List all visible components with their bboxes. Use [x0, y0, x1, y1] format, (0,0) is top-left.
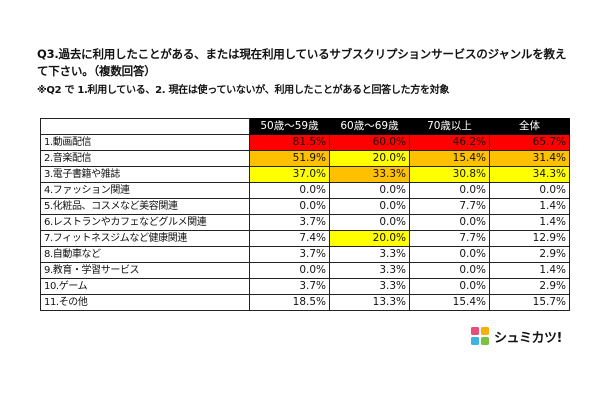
value-cell: 51.9%: [249, 150, 330, 167]
column-header: 60歳〜69歳: [329, 118, 410, 135]
table-row: 10.ゲーム 3.7% 3.3% 0.0% 2.9%: [40, 278, 570, 295]
value-cell: 20.0%: [329, 230, 410, 247]
value-cell: 1.4%: [489, 262, 570, 279]
value-cell: 0.0%: [409, 246, 490, 263]
table-body: 1.動画配信 81.5% 60.0% 46.2% 65.7% 2.音楽配信 51.9% 20.…: [40, 134, 570, 311]
value-cell: 15.4%: [409, 294, 490, 311]
table-row: 3.電子書籍や雑誌 37.0% 33.3% 30.8% 34.3%: [40, 166, 570, 183]
row-label: 9.教育・学習サービス: [40, 262, 250, 279]
value-cell: 0.0%: [329, 214, 410, 231]
header-corner: [40, 118, 250, 135]
value-cell: 1.4%: [489, 214, 570, 231]
table-row: 6.レストランやカフェなどグルメ関連 3.7% 0.0% 0.0% 1.4%: [40, 214, 570, 231]
value-cell: 0.0%: [249, 198, 330, 215]
table-row: 9.教育・学習サービス 0.0% 3.3% 0.0% 1.4%: [40, 262, 570, 279]
value-cell: 0.0%: [489, 182, 570, 199]
row-label: 2.音楽配信: [40, 150, 250, 167]
row-label: 1.動画配信: [40, 134, 250, 151]
value-cell: 0.0%: [409, 214, 490, 231]
value-cell: 2.9%: [489, 278, 570, 295]
table-row: 11.その他 18.5% 13.3% 15.4% 15.7%: [40, 294, 570, 311]
table-row: 4.ファッション関連 0.0% 0.0% 0.0% 0.0%: [40, 182, 570, 199]
table-row: 5.化粧品、コスメなど美容関連 0.0% 0.0% 7.7% 1.4%: [40, 198, 570, 215]
row-label: 6.レストランやカフェなどグルメ関連: [40, 214, 250, 231]
value-cell: 18.5%: [249, 294, 330, 311]
value-cell: 2.9%: [489, 246, 570, 263]
logo-text: シュミカツ!: [494, 330, 562, 346]
row-label: 8.自動車など: [40, 246, 250, 263]
column-header: 50歳〜59歳: [249, 118, 330, 135]
value-cell: 81.5%: [249, 134, 330, 151]
results-table: 50歳〜59歳 60歳〜69歳 70歳以上 全体 1.動画配信 81.5% 60.0…: [40, 118, 570, 311]
value-cell: 33.3%: [329, 166, 410, 183]
value-cell: 37.0%: [249, 166, 330, 183]
value-cell: 13.3%: [329, 294, 410, 311]
row-label: 4.ファッション関連: [40, 182, 250, 199]
table-row: 2.音楽配信 51.9% 20.0% 15.4% 31.4%: [40, 150, 570, 167]
question-title: Q3.過去に利用したことがある、または現在利用しているサブスクリプションサービス…: [37, 47, 567, 78]
table-row: 1.動画配信 81.5% 60.0% 46.2% 65.7%: [40, 134, 570, 151]
question-note: ※Q2 で 1.利用している、2. 現在は使っていないが、利用したことがあると回…: [37, 85, 450, 96]
table-row: 8.自動車など 3.7% 3.3% 0.0% 2.9%: [40, 246, 570, 263]
value-cell: 3.3%: [329, 278, 410, 295]
value-cell: 65.7%: [489, 134, 570, 151]
value-cell: 60.0%: [329, 134, 410, 151]
value-cell: 15.4%: [409, 150, 490, 167]
column-header: 全体: [489, 118, 570, 135]
value-cell: 0.0%: [409, 182, 490, 199]
table-row: 7.フィットネスジムなど健康関連 7.4% 20.0% 7.7% 12.9%: [40, 230, 570, 247]
value-cell: 0.0%: [249, 182, 330, 199]
value-cell: 0.0%: [409, 262, 490, 279]
value-cell: 3.3%: [329, 246, 410, 263]
value-cell: 3.7%: [249, 278, 330, 295]
value-cell: 3.7%: [249, 246, 330, 263]
value-cell: 0.0%: [329, 198, 410, 215]
value-cell: 7.4%: [249, 230, 330, 247]
value-cell: 0.0%: [249, 262, 330, 279]
value-cell: 7.7%: [409, 230, 490, 247]
value-cell: 46.2%: [409, 134, 490, 151]
row-label: 3.電子書籍や雑誌: [40, 166, 250, 183]
value-cell: 20.0%: [329, 150, 410, 167]
column-header: 70歳以上: [409, 118, 490, 135]
value-cell: 7.7%: [409, 198, 490, 215]
value-cell: 12.9%: [489, 230, 570, 247]
header-row: 50歳〜59歳 60歳〜69歳 70歳以上 全体: [40, 118, 570, 135]
value-cell: 1.4%: [489, 198, 570, 215]
value-cell: 0.0%: [329, 182, 410, 199]
row-label: 5.化粧品、コスメなど美容関連: [40, 198, 250, 215]
row-label: 10.ゲーム: [40, 278, 250, 295]
row-label: 11.その他: [40, 294, 250, 311]
shumikatsu-logo: シュミカツ!: [470, 325, 562, 347]
value-cell: 31.4%: [489, 150, 570, 167]
value-cell: 3.7%: [249, 214, 330, 231]
value-cell: 30.8%: [409, 166, 490, 183]
value-cell: 15.7%: [489, 294, 570, 311]
shumikatsu-logo-icon: [471, 327, 489, 345]
value-cell: 3.3%: [329, 262, 410, 279]
value-cell: 0.0%: [409, 278, 490, 295]
row-label: 7.フィットネスジムなど健康関連: [40, 230, 250, 247]
value-cell: 34.3%: [489, 166, 570, 183]
